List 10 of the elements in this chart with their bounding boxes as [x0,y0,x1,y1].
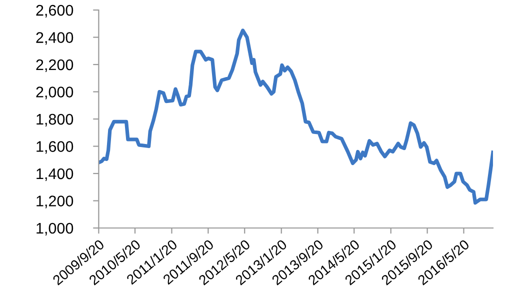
line-series [98,28,493,205]
y-tick-label: 1,600 [36,141,74,154]
y-tick-label: 1,400 [36,168,74,181]
y-tick-label: 2,200 [36,59,74,72]
y-tick-label: 1,000 [36,222,74,236]
y-tick-label: 1,200 [36,196,74,208]
y-tick-label: 2,000 [36,86,74,100]
y-tick-label: 2,600 [36,4,74,18]
y-tick-label: 1,800 [36,114,74,127]
y-tick-label: 2,400 [36,32,74,45]
